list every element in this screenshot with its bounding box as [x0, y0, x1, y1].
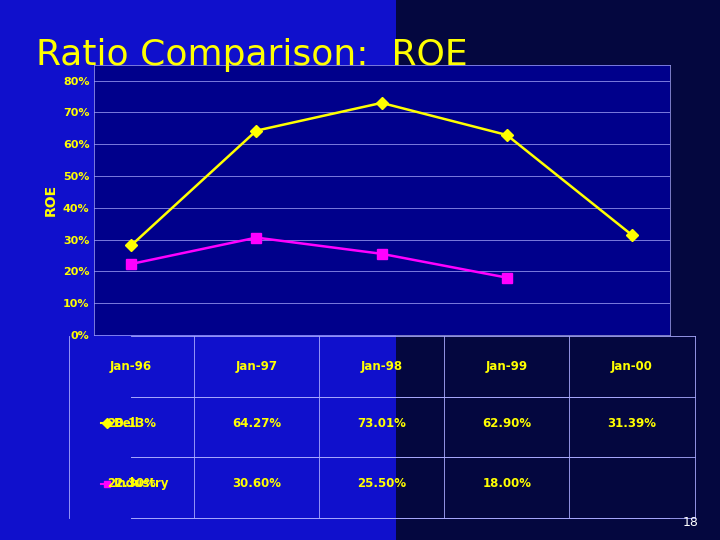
- Text: 18.00%: 18.00%: [482, 477, 531, 490]
- Y-axis label: ROE: ROE: [43, 184, 58, 216]
- Bar: [396, 0, 720, 540]
- Text: 62.90%: 62.90%: [482, 417, 531, 430]
- Text: Jan-98: Jan-98: [361, 360, 402, 373]
- Text: 25.50%: 25.50%: [357, 477, 406, 490]
- Text: Ratio Comparison:  ROE: Ratio Comparison: ROE: [36, 38, 467, 72]
- Text: 64.27%: 64.27%: [232, 417, 281, 430]
- Text: 18: 18: [683, 516, 698, 529]
- Text: 28.13%: 28.13%: [107, 417, 156, 430]
- Text: Dell: Dell: [114, 417, 140, 430]
- Text: Jan-99: Jan-99: [486, 360, 528, 373]
- Text: Jan-96: Jan-96: [110, 360, 152, 373]
- Text: 22.30%: 22.30%: [107, 477, 156, 490]
- Text: Jan-97: Jan-97: [235, 360, 277, 373]
- Text: 73.01%: 73.01%: [357, 417, 406, 430]
- Text: 31.39%: 31.39%: [608, 417, 657, 430]
- Text: Industry: Industry: [114, 477, 169, 490]
- Text: Jan-00: Jan-00: [611, 360, 653, 373]
- Text: 30.60%: 30.60%: [232, 477, 281, 490]
